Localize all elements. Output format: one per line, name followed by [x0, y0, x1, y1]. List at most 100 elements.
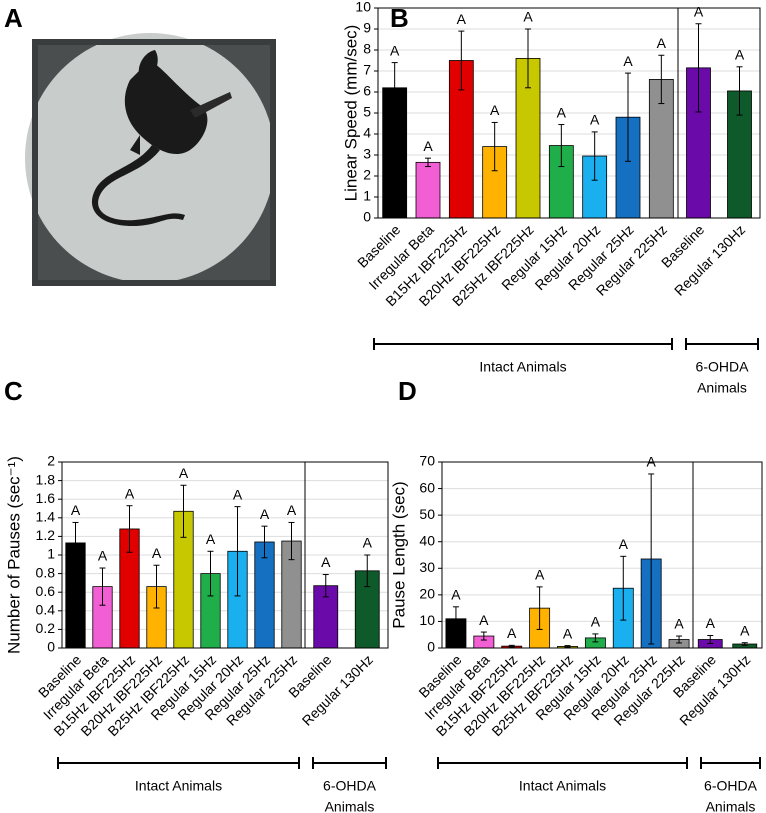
significance-label: A	[740, 622, 750, 638]
significance-label: A	[507, 625, 517, 641]
error-bar	[322, 574, 329, 598]
error-bar	[72, 521, 79, 564]
y-tick-label: 1.4	[36, 509, 56, 525]
error-bar	[234, 506, 241, 597]
y-tick-label: 2	[47, 453, 55, 469]
significance-label: A	[694, 3, 704, 19]
error-bar	[536, 586, 543, 630]
error-bar	[126, 505, 133, 553]
error-bar	[207, 550, 214, 597]
error-bar	[391, 62, 398, 114]
significance-label: A	[457, 11, 467, 27]
y-tick-label: 60	[419, 479, 435, 495]
error-bar	[707, 635, 714, 644]
y-tick-label: 8	[363, 41, 371, 57]
y-tick-label: 5	[363, 104, 371, 120]
significance-label: A	[321, 554, 331, 570]
y-tick-label: 10	[355, 0, 371, 15]
group-label: Animals	[325, 799, 375, 813]
error-bar	[564, 645, 571, 648]
group-label: Intact Animals	[519, 778, 606, 794]
y-tick-label: 40	[419, 532, 435, 548]
y-tick-label: 7	[363, 62, 371, 78]
significance-label: A	[287, 502, 297, 518]
photo	[25, 33, 276, 286]
error-bar	[620, 555, 627, 621]
y-tick-label: 0	[427, 639, 435, 655]
significance-label: A	[179, 465, 189, 481]
significance-label: A	[152, 545, 162, 561]
y-tick-label: 1.6	[36, 490, 56, 506]
plot-frame	[61, 461, 389, 649]
plot-frame	[377, 7, 761, 219]
y-axis-label: Pause Length (sec)	[389, 481, 408, 628]
panel-label: A	[4, 3, 23, 33]
y-tick-label: 0.2	[36, 620, 56, 636]
y-tick-label: 20	[419, 586, 435, 602]
error-bar	[425, 157, 431, 168]
group-label: 6-OHDA	[696, 359, 750, 375]
y-axis-label: Number of Pauses (sec⁻¹)	[4, 456, 23, 654]
y-axis-label: Linear Speed (mm/sec)	[341, 25, 360, 202]
error-bar	[658, 54, 665, 105]
y-tick-label: 0.4	[36, 602, 56, 618]
significance-label: A	[125, 485, 135, 501]
y-tick-label: 30	[419, 559, 435, 575]
significance-label: A	[591, 614, 601, 630]
y-tick-label: 4	[363, 125, 371, 141]
error-bar	[558, 124, 565, 168]
error-bar	[736, 66, 743, 116]
error-bar	[591, 131, 598, 181]
error-bar	[676, 635, 683, 644]
significance-label: A	[233, 486, 243, 502]
significance-label: A	[623, 53, 633, 69]
error-bar	[525, 28, 531, 89]
significance-label: A	[98, 548, 108, 564]
significance-label: A	[390, 42, 400, 58]
significance-label: A	[535, 567, 545, 583]
significance-label: A	[557, 104, 567, 120]
group-label: Intact Animals	[135, 778, 222, 794]
error-bar	[491, 121, 498, 172]
error-bar	[625, 72, 631, 162]
panel-label: C	[4, 376, 23, 406]
y-tick-label: 1.2	[36, 527, 56, 543]
y-tick-label: 50	[419, 506, 435, 522]
error-bar	[508, 644, 515, 648]
y-tick-label: 1	[47, 546, 55, 562]
y-tick-label: 0.8	[36, 564, 56, 580]
error-bar	[741, 642, 748, 646]
x-tick-label: Regular 130Hz	[671, 221, 748, 298]
panel-label: D	[398, 376, 417, 406]
significance-label: A	[71, 502, 81, 518]
y-tick-label: 10	[419, 612, 435, 628]
error-bar	[648, 473, 655, 645]
significance-label: A	[260, 506, 270, 522]
error-bar	[180, 484, 187, 538]
group-label: 6-OHDA	[323, 778, 377, 794]
y-tick-label: 0	[47, 639, 55, 655]
significance-label: A	[523, 9, 533, 25]
significance-label: A	[490, 102, 500, 118]
bar	[415, 161, 441, 219]
significance-label: A	[363, 535, 373, 551]
significance-label: A	[206, 531, 216, 547]
group-label: Animals	[697, 380, 747, 396]
group-label: Intact Animals	[479, 359, 566, 375]
plot-frame	[441, 461, 763, 649]
y-tick-label: 6	[363, 83, 371, 99]
y-tick-label: 0	[363, 209, 371, 225]
y-tick-label: 0.6	[36, 583, 56, 599]
error-bar	[288, 521, 295, 561]
panel-label: B	[390, 3, 409, 33]
significance-label: A	[674, 616, 684, 632]
significance-label: A	[706, 615, 716, 631]
error-bar	[261, 525, 268, 559]
error-bar	[695, 23, 702, 113]
error-bar	[452, 606, 459, 632]
error-bar	[99, 567, 106, 606]
significance-label: A	[657, 35, 667, 51]
y-tick-label: 1.8	[36, 471, 56, 487]
error-bar	[592, 633, 599, 643]
